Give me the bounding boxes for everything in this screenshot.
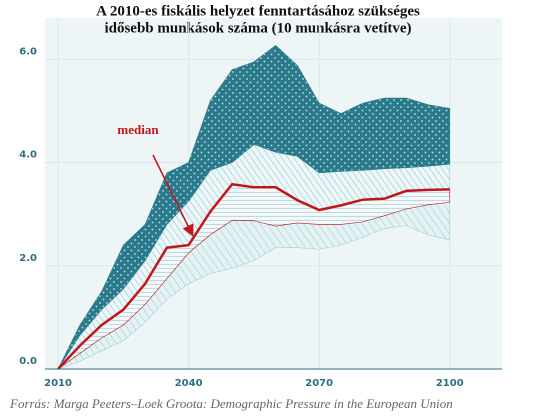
x-tick-label: 2070 <box>305 378 333 389</box>
chart-title: idősebb munkások száma (10 munkásra vetí… <box>104 20 411 36</box>
x-tick-label: 2100 <box>436 378 464 389</box>
y-tick-label: 4.0 <box>19 150 37 161</box>
chart-title: A 2010-es fiskális helyzet fenntartásáho… <box>96 3 420 19</box>
y-tick-label: 6.0 <box>19 46 37 57</box>
median-line <box>57 182 450 370</box>
annotation: median <box>117 122 159 137</box>
x-tick-label: 2010 <box>44 378 72 389</box>
y-tick-label: 0.0 <box>19 356 37 367</box>
source: Forrás: Marga Peeters–Loek Groota: Demog… <box>9 396 453 411</box>
annotation-arrow <box>152 154 194 237</box>
band <box>57 44 451 370</box>
x-tick-label: 2040 <box>175 378 203 389</box>
y-tick-label: 2.0 <box>19 253 37 264</box>
